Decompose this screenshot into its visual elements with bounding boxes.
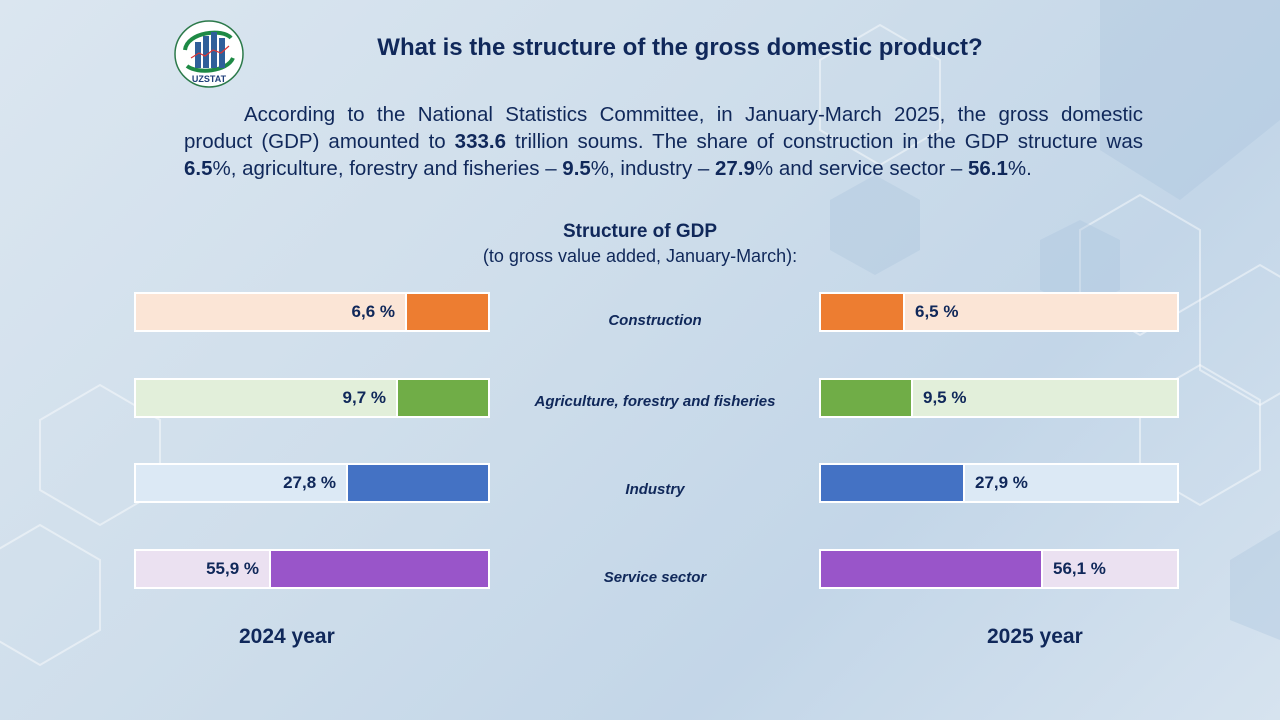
- svg-text:UZSTAT: UZSTAT: [192, 74, 227, 84]
- bar: [821, 551, 1043, 587]
- data-label: 9,5 %: [923, 388, 967, 407]
- bar: [269, 551, 488, 587]
- bar-track: 6,6 %: [134, 292, 490, 332]
- para-text: trillion soums. The share of constructio…: [505, 130, 1143, 153]
- year-label-2025: 2025 year: [987, 625, 1083, 648]
- agriculture-share: 9.5: [562, 157, 591, 180]
- category-label: Agriculture, forestry and fisheries: [534, 393, 776, 410]
- para-text: %, agriculture, forestry and fisheries –: [212, 157, 563, 180]
- data-label: 9,7 %: [342, 388, 386, 407]
- page-title: What is the structure of the gross domes…: [377, 34, 983, 61]
- category-label: Industry: [625, 481, 685, 498]
- bar-track: 27,9 %: [819, 463, 1179, 503]
- year-label-2024: 2024 year: [239, 625, 335, 648]
- category-label: Service sector: [603, 569, 707, 586]
- bar: [346, 465, 488, 501]
- chart-subtitle: (to gross value added, January-March):: [482, 246, 798, 266]
- bar: [396, 380, 488, 416]
- bar-track: 27,8 %: [134, 463, 490, 503]
- construction-share: 6.5: [184, 157, 213, 180]
- data-label: 56,1 %: [1053, 559, 1106, 578]
- gdp-value: 333.6: [454, 130, 506, 153]
- bar-track: 55,9 %: [134, 549, 490, 589]
- bar-track: 9,7 %: [134, 378, 490, 418]
- industry-share: 27.9: [715, 157, 755, 180]
- service-share: 56.1: [967, 157, 1008, 180]
- summary-paragraph: According to the National Statistics Com…: [184, 101, 1143, 182]
- para-text: %.: [1007, 157, 1032, 180]
- bar-track: 56,1 %: [819, 549, 1179, 589]
- category-label: Construction: [608, 312, 702, 329]
- bar-track: 6,5 %: [819, 292, 1179, 332]
- data-label: 6,6 %: [351, 302, 395, 321]
- para-text: %, industry –: [590, 157, 715, 180]
- data-label: 6,5 %: [915, 302, 959, 321]
- para-text: % and service sector –: [754, 157, 968, 180]
- data-label: 27,8 %: [283, 473, 336, 492]
- data-label: 55,9 %: [206, 559, 259, 578]
- para-text: According to the National Statistics Com…: [184, 103, 1143, 153]
- bar: [821, 380, 913, 416]
- data-label: 27,9 %: [975, 473, 1028, 492]
- chart-title: Structure of GDP: [562, 221, 718, 242]
- bar: [821, 294, 905, 330]
- uzstat-logo: UZSTAT: [173, 20, 245, 88]
- bar-track: 9,5 %: [819, 378, 1179, 418]
- bar: [405, 294, 488, 330]
- bar: [821, 465, 965, 501]
